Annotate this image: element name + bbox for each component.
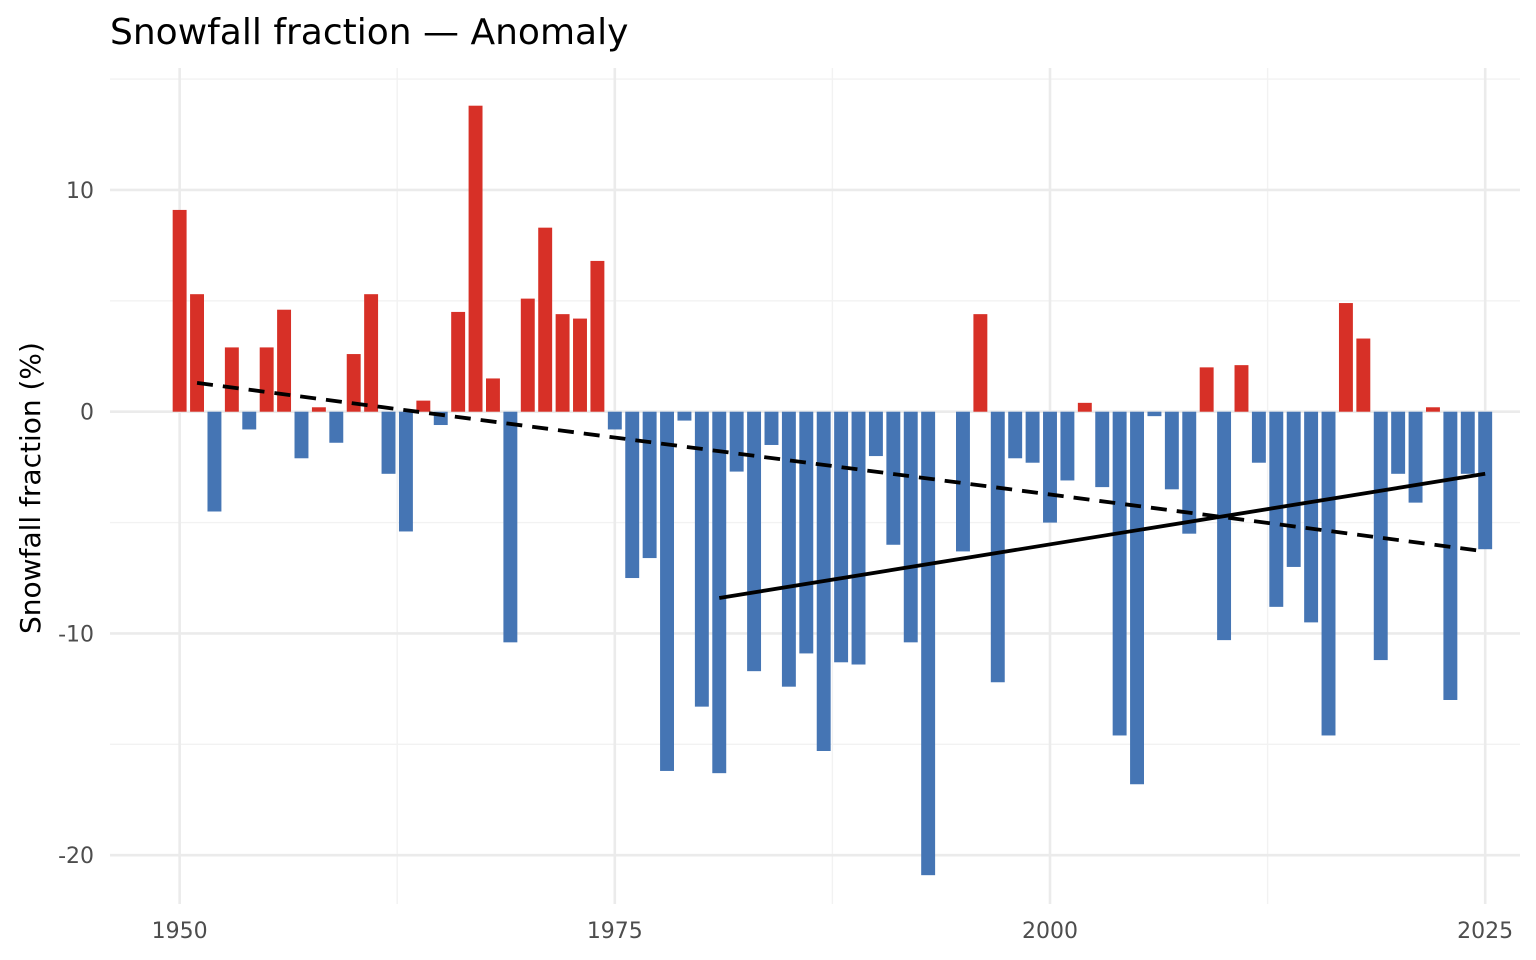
bar-1984: [764, 411, 779, 445]
bar-2000: [1043, 411, 1057, 523]
y-axis-ticks: 10 0 -10 -20: [58, 179, 94, 869]
bar-2016: [1321, 411, 1336, 736]
bar-1998: [1008, 411, 1023, 459]
bar-1961: [364, 294, 379, 412]
bar-2023: [1443, 411, 1458, 700]
bar-1983: [747, 411, 762, 672]
bar-2024: [1460, 411, 1475, 474]
bar-1993: [921, 411, 936, 876]
bar-1971: [538, 227, 553, 412]
solid-trend-line: [718, 471, 1486, 600]
bar-1986: [799, 411, 814, 654]
bar-1980: [694, 411, 709, 707]
bar-1955: [259, 347, 274, 412]
bar-1958: [311, 407, 326, 412]
bar-2004: [1112, 411, 1127, 736]
bar-2012: [1251, 411, 1266, 463]
bar-1968: [486, 378, 500, 412]
bar-2022: [1426, 407, 1440, 412]
x-tick-label: 1950: [152, 919, 208, 944]
dashed-trend-line: [196, 381, 1486, 554]
bar-1995: [956, 411, 970, 552]
grid: [110, 68, 1520, 904]
bar-2009: [1199, 367, 1214, 412]
bar-2002: [1077, 402, 1092, 412]
bar-1957: [294, 411, 309, 459]
trend-lines: [196, 381, 1486, 600]
bar-1985: [781, 411, 796, 687]
bar-1954: [242, 411, 257, 430]
bar-2017: [1338, 303, 1353, 412]
y-tick-label: -10: [58, 622, 94, 647]
bar-2020: [1391, 411, 1406, 474]
bar-2003: [1095, 411, 1110, 488]
bar-1953: [224, 347, 239, 412]
bar-1956: [277, 309, 292, 412]
y-tick-label: 0: [80, 401, 94, 426]
bar-2010: [1217, 411, 1232, 641]
x-axis-ticks: 1950 1975 2000 2025: [152, 919, 1514, 944]
y-tick-label: 10: [66, 179, 94, 204]
bar-2019: [1373, 411, 1388, 661]
x-tick-label: 2000: [1022, 919, 1078, 944]
bar-1972: [555, 314, 570, 412]
bar-1966: [451, 311, 466, 412]
bar-1960: [346, 354, 361, 412]
bar-1975: [607, 411, 622, 430]
bar-1991: [886, 411, 901, 545]
bar-1967: [468, 105, 483, 412]
bar-1974: [590, 260, 605, 412]
bar-1979: [677, 411, 692, 421]
bar-1952: [207, 411, 222, 512]
chart-title: Snowfall fraction — Anomaly: [110, 12, 628, 53]
bar-2011: [1234, 365, 1249, 412]
bar-1950: [172, 209, 187, 412]
bar-1977: [642, 411, 657, 559]
bars: [172, 105, 1493, 876]
bar-1951: [190, 294, 204, 412]
bar-1976: [625, 411, 640, 579]
bar-2021: [1408, 411, 1423, 503]
bar-1990: [868, 411, 883, 457]
bar-2005: [1130, 411, 1144, 785]
bar-2008: [1182, 411, 1197, 534]
bar-1996: [973, 314, 988, 412]
bar-1999: [1025, 411, 1040, 463]
bar-2014: [1286, 411, 1301, 567]
x-tick-label: 1975: [587, 919, 643, 944]
bar-1982: [729, 411, 744, 472]
bar-1997: [990, 411, 1005, 683]
bar-1973: [573, 318, 587, 412]
bar-1978: [660, 411, 674, 771]
bar-1964: [416, 400, 431, 412]
bar-1988: [834, 411, 849, 663]
bar-1989: [851, 411, 866, 665]
bar-1970: [520, 298, 535, 412]
bar-2025: [1478, 411, 1493, 550]
bar-1959: [329, 411, 344, 443]
bar-2007: [1164, 411, 1179, 490]
bar-2015: [1304, 411, 1319, 623]
bar-1992: [903, 411, 918, 643]
bar-1969: [503, 411, 518, 643]
bar-1981: [712, 411, 727, 774]
y-axis-label: Snowfall fraction (%): [14, 342, 47, 634]
bar-2018: [1356, 338, 1371, 412]
x-tick-label: 2025: [1457, 919, 1513, 944]
y-tick-label: -20: [58, 844, 94, 869]
bar-2006: [1147, 411, 1162, 417]
bar-1962: [381, 411, 396, 474]
bar-2001: [1060, 411, 1075, 481]
bar-1963: [398, 411, 413, 532]
